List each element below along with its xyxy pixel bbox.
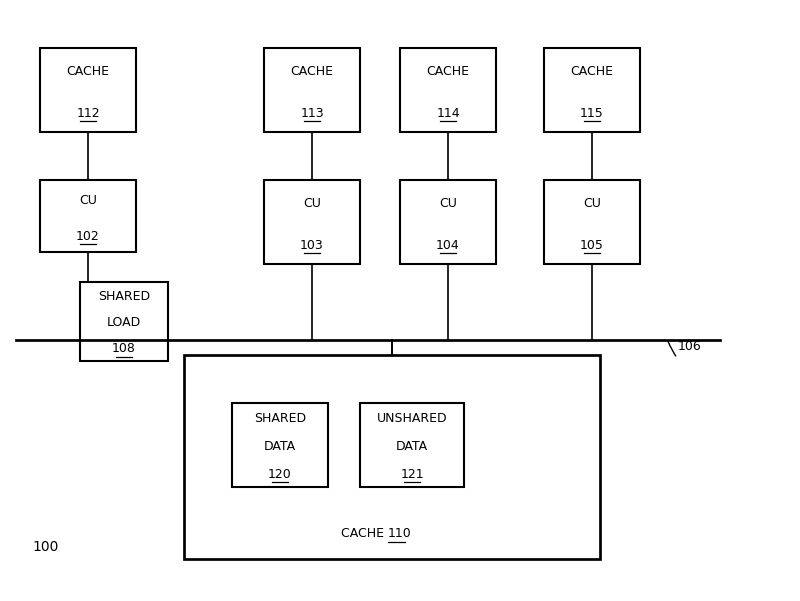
Text: 104: 104	[436, 239, 460, 252]
Text: 108: 108	[112, 343, 136, 355]
Text: CACHE: CACHE	[341, 527, 388, 540]
Bar	[544, 48, 640, 132]
Text: 120: 120	[268, 468, 292, 481]
Text: 112: 112	[76, 107, 100, 120]
Text: UNSHARED: UNSHARED	[377, 412, 447, 424]
Bar	[360, 403, 464, 487]
Text: 102: 102	[76, 230, 100, 243]
Text: 110: 110	[388, 527, 412, 540]
Text: SHARED: SHARED	[98, 290, 150, 304]
Text: CACHE: CACHE	[290, 65, 334, 78]
Bar	[40, 180, 136, 252]
Bar	[184, 355, 600, 559]
Text: CACHE: CACHE	[66, 65, 110, 78]
Text: LOAD: LOAD	[107, 316, 141, 329]
Text: 100: 100	[32, 540, 58, 554]
Text: CACHE: CACHE	[426, 65, 470, 78]
Bar	[544, 180, 640, 264]
Bar	[400, 48, 496, 132]
Bar	[40, 48, 136, 132]
Bar	[264, 48, 360, 132]
Text: DATA: DATA	[264, 440, 296, 453]
Text: SHARED: SHARED	[254, 412, 306, 424]
Text: 121: 121	[400, 468, 424, 481]
Text: 114: 114	[436, 107, 460, 120]
Text: 105: 105	[580, 239, 604, 252]
Bar	[232, 403, 328, 487]
Text: CU: CU	[303, 197, 321, 210]
Text: CU: CU	[583, 197, 601, 210]
Bar	[80, 282, 168, 361]
Bar	[264, 180, 360, 264]
Text: 103: 103	[300, 239, 324, 252]
Text: 113: 113	[300, 107, 324, 120]
Text: DATA: DATA	[396, 440, 428, 453]
Bar	[400, 180, 496, 264]
Text: CU: CU	[79, 194, 97, 207]
Text: 106: 106	[678, 340, 702, 353]
Text: CACHE: CACHE	[570, 65, 614, 78]
Text: 115: 115	[580, 107, 604, 120]
Text: CU: CU	[439, 197, 457, 210]
